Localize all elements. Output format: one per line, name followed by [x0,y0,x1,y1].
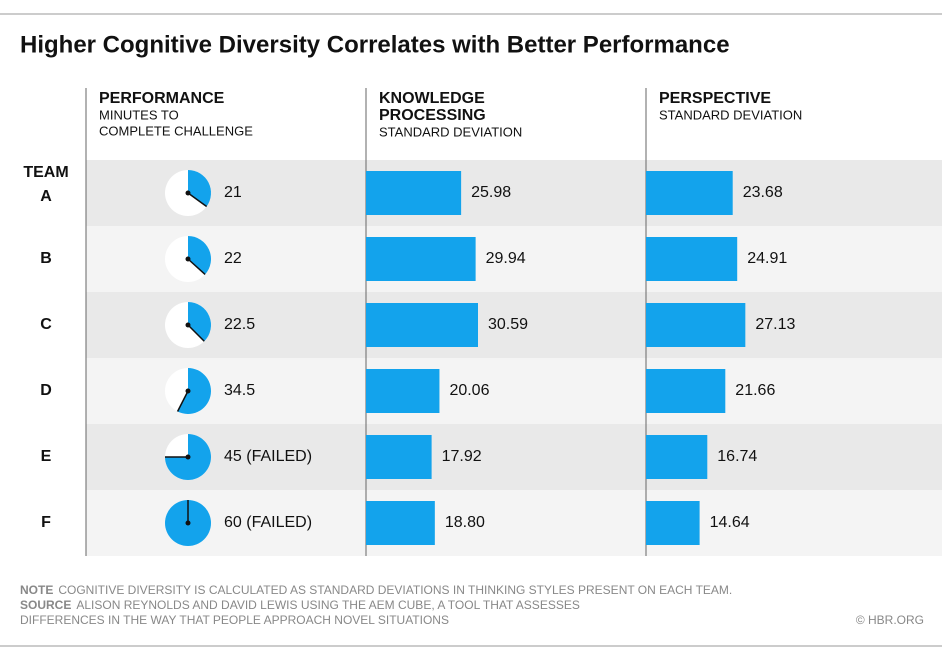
row-band [86,358,942,424]
team-label: A [40,188,52,205]
value-label: 45 (FAILED) [224,448,312,465]
row-band [86,490,942,556]
value-label: 21.66 [735,382,775,399]
clock-hand [187,324,205,342]
value-label: 23.68 [743,184,783,201]
value-label: 18.80 [445,514,485,531]
bar [366,369,440,413]
value-label: 60 (FAILED) [224,514,312,531]
column-header: PERFORMANCE [99,90,225,107]
clock-center [185,454,191,460]
clock-center [185,388,191,394]
row-header: TEAM [23,164,68,181]
bar [646,501,700,545]
team-label: D [40,382,52,399]
note-label: NOTE [20,583,53,597]
clock-wedge [188,170,211,207]
bar [646,369,726,413]
bar [366,435,432,479]
note: COGNITIVE DIVERSITY IS CALCULATED AS STA… [58,583,732,597]
clock-hand [187,192,208,208]
team-label: F [41,514,51,531]
column-header: KNOWLEDGE [379,90,485,107]
source: ALISON REYNOLDS AND DAVID LEWIS USING TH… [76,598,580,612]
bar [366,237,476,281]
value-label: 30.59 [488,316,528,333]
source-label: SOURCE [20,598,71,612]
bar [646,171,733,215]
value-label: 22 [224,250,242,267]
value-label: 22.5 [224,316,255,333]
column-subheader: MINUTES TO [99,107,179,122]
bar [646,237,738,281]
row-band [86,226,942,292]
value-label: 17.92 [442,448,482,465]
value-label: 25.98 [471,184,511,201]
value-label: 29.94 [486,250,526,267]
value-label: 14.64 [710,514,750,531]
team-label: E [41,448,52,465]
bar [646,435,708,479]
value-label: 24.91 [747,250,787,267]
bar [366,303,478,347]
clock-center [185,190,191,196]
column-header: PROCESSING [379,107,486,124]
row-band [86,160,942,226]
row-band [86,424,942,490]
source: DIFFERENCES IN THE WAY THAT PEOPLE APPRO… [20,613,449,627]
column-header: PERSPECTIVE [659,90,771,107]
bar [366,501,435,545]
team-label: B [40,250,52,267]
clock-wedge [188,236,212,275]
value-label: 16.74 [717,448,757,465]
bar [366,171,462,215]
clock-center [185,322,191,328]
chart-title: Higher Cognitive Diversity Correlates wi… [20,31,730,58]
row-band [86,292,942,358]
clock-center [185,256,191,262]
clock-hand [187,258,206,275]
clock-wedge [177,368,211,414]
clock-wedge [188,302,212,342]
value-label: 27.13 [755,316,795,333]
column-subheader: STANDARD DEVIATION [659,107,802,122]
clock-hand [176,390,189,412]
column-subheader: COMPLETE CHALLENGE [99,123,253,138]
value-label: 34.5 [224,382,255,399]
value-label: 21 [224,184,242,201]
clock-center [185,520,191,526]
column-subheader: STANDARD DEVIATION [379,124,522,139]
team-label: C [40,316,52,333]
value-label: 20.06 [449,382,489,399]
bar [646,303,746,347]
credit: © HBR.ORG [856,613,924,627]
